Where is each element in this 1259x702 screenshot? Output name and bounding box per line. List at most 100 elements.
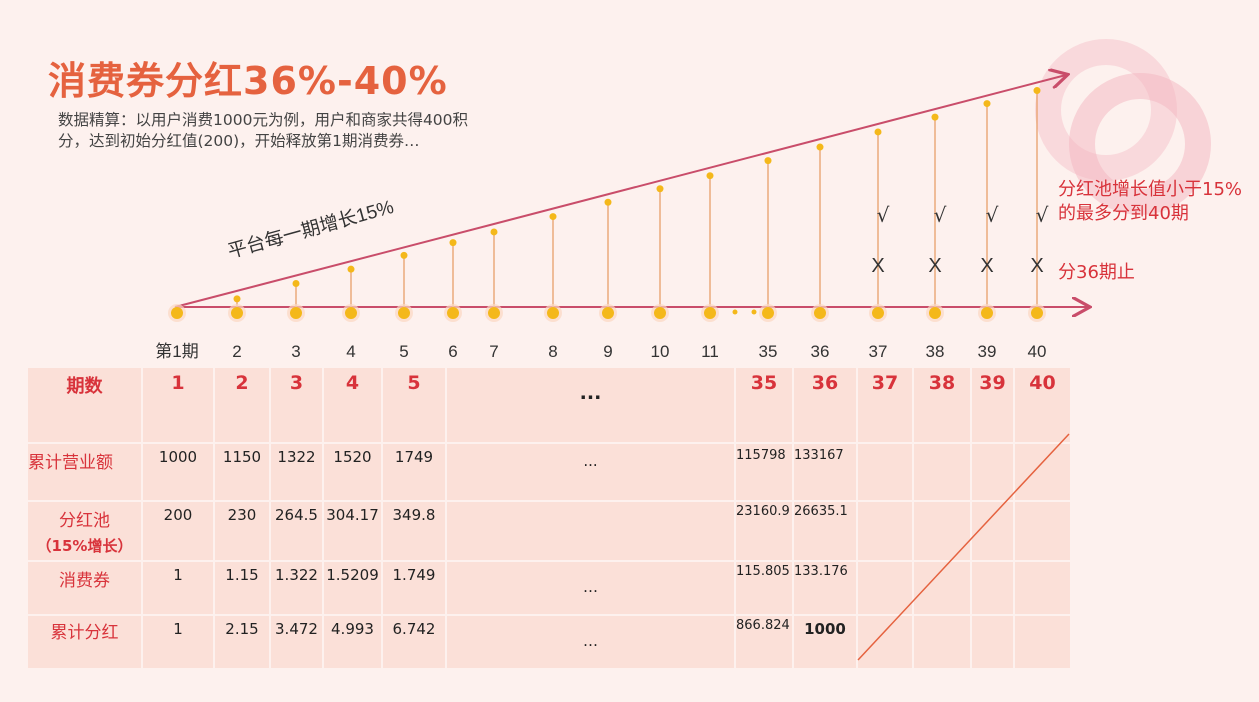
table-cell: 1749 [382,443,447,502]
period-dot [398,307,410,319]
period-dot [447,307,459,319]
table-cell: 200 [142,501,215,562]
table-cell-highlight: 1000 [793,615,858,670]
growth-point [874,128,882,136]
check-mark: √ [877,203,890,227]
period-cell: 2 [214,368,271,444]
empty-cell [913,501,972,562]
period-label: 10 [651,342,670,361]
period-label: 38 [926,342,945,361]
gap-dot [732,309,738,315]
table-cell: 23160.9 [735,501,794,562]
table-row: 分红池 （15%增长） 200 230 264.5 304.17 349.8 2… [28,501,1072,562]
period-label: 9 [603,342,612,361]
table-cell: 3.472 [270,615,324,670]
table-cell: 1.5209 [323,561,383,616]
period-cell: 38 [913,368,972,444]
empty-cell [913,615,972,670]
ellipsis-cell: ... [446,443,736,502]
period-cell: 4 [323,368,383,444]
period-cell: 5 [382,368,447,444]
growth-point [1033,87,1041,95]
growth-point [706,172,714,180]
period-label: 39 [978,342,997,361]
period-dot [981,307,993,319]
table-cell: 1.749 [382,561,447,616]
empty-cell [857,443,914,502]
period-dot [1031,307,1043,319]
ellipsis-cell: ... [446,368,736,444]
growth-arrow [174,75,1066,308]
period-dot [488,307,500,319]
period-label: 11 [701,342,719,361]
x-mark: X [871,255,884,277]
growth-point [449,239,457,247]
table-cell: 1.322 [270,561,324,616]
growth-point [764,157,772,165]
empty-cell [971,501,1015,562]
empty-cell [913,443,972,502]
growth-label: 平台每一期增长15% [225,196,396,263]
period-cell: 1 [142,368,215,444]
empty-cell [857,615,914,670]
rings-decoration [1035,39,1211,215]
empty-cell [971,443,1015,502]
period-label: 第1期 [155,342,198,361]
x-mark: X [980,255,993,277]
empty-cell [971,561,1015,616]
empty-cell [857,501,914,562]
max-period-note: 分红池增长值小于15%的最多分到40期 [1058,179,1243,224]
description-text: 数据精算：以用户消费1000元为例，用户和商家共得400积分，达到初始分红值(2… [58,111,469,150]
table-cell: 1000 [142,443,215,502]
period-cell: 40 [1014,368,1072,444]
growth-point [656,185,664,193]
empty-cell [913,561,972,616]
period-cell: 39 [971,368,1015,444]
empty-cell [1014,443,1072,502]
period-label: 40 [1028,342,1047,361]
period-dot [704,307,716,319]
period-label: 期数 [28,368,143,444]
check-mark: √ [1036,203,1049,227]
period-label: 4 [346,342,355,361]
table-cell: 349.8 [382,501,447,562]
growth-point [549,213,557,221]
period-dot [602,307,614,319]
row-label: 累计营业额 [28,443,143,502]
period-cell: 3 [270,368,324,444]
table-cell: 230 [214,501,271,562]
empty-cell [857,561,914,616]
period-dot [872,307,884,319]
growth-point [490,228,498,236]
table-cell: 1322 [270,443,324,502]
table-cell: 1 [142,615,215,670]
page-title: 消费券分红36%-40% [48,59,448,103]
table-cell: 115798 [735,443,794,502]
period-cell: 37 [857,368,914,444]
growth-point [604,198,612,206]
growth-point [292,279,300,287]
table-cell: 304.17 [323,501,383,562]
period-label: 3 [291,342,300,361]
row-label: 消费券 [28,561,143,616]
period-dot [654,307,666,319]
period-label: 35 [759,342,778,361]
table-cell: 6.742 [382,615,447,670]
gap-dot [751,309,757,315]
row-label-main: 分红池 [59,511,110,531]
table-cell: 1520 [323,443,383,502]
check-mark: √ [986,203,999,227]
empty-cell [1014,561,1072,616]
growth-point [931,113,939,121]
table-cell: 1.15 [214,561,271,616]
period-label: 5 [399,342,408,361]
period-label: 8 [548,342,557,361]
table-row: 消费券 1 1.15 1.322 1.5209 1.749 … 115.805 … [28,561,1072,616]
row-label-sub: （15%增长） [36,537,133,555]
check-mark: √ [934,203,947,227]
row-label: 累计分红 [28,615,143,670]
table-row: 累计分红 1 2.15 3.472 4.993 6.742 … 866.824 … [28,615,1072,670]
table-cell: 1150 [214,443,271,502]
period-dot [929,307,941,319]
